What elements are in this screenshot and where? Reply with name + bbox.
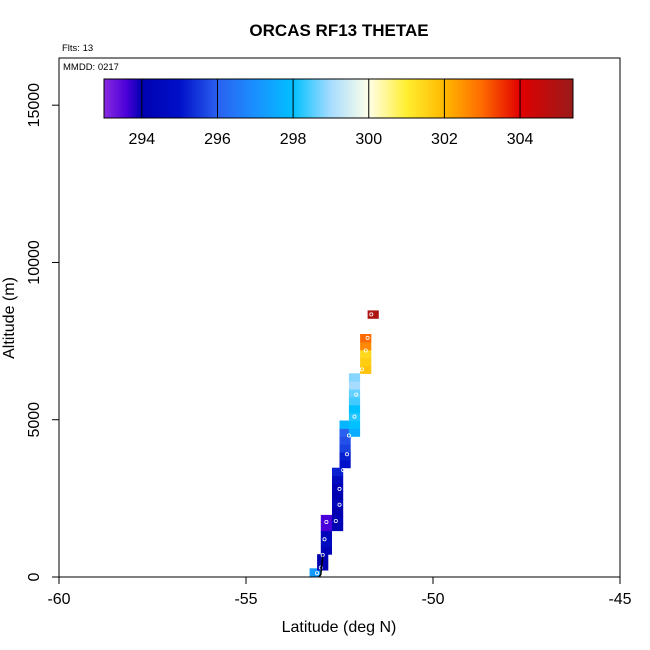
- data-cell: [339, 436, 351, 445]
- y-tick-label: 15000: [26, 83, 43, 128]
- data-cell: [348, 396, 361, 406]
- data-cell: [348, 381, 361, 390]
- data-cell: [348, 428, 361, 437]
- data-cell: [332, 491, 344, 500]
- x-tick-label: -45: [608, 591, 631, 608]
- date-annotation: MMDD: 0217: [63, 62, 119, 73]
- data-cells: [309, 310, 379, 577]
- data-cell: [332, 507, 344, 516]
- data-cell: [339, 459, 351, 469]
- track-point: [369, 312, 374, 317]
- track-point: [337, 486, 342, 491]
- data-cell: [332, 499, 344, 508]
- x-tick-label: -50: [421, 591, 444, 608]
- flights-annotation: Flts: 13: [62, 43, 93, 54]
- colorbar-tick-label: 296: [204, 131, 231, 148]
- y-tick-label: 5000: [26, 402, 43, 438]
- colorbar-tick-label: 300: [355, 131, 382, 148]
- colorbar-gradient: [103, 78, 574, 119]
- data-cell: [348, 389, 361, 398]
- chart-title: ORCAS RF13 THETAE: [249, 21, 428, 40]
- x-axis: -60 -55 -50 -45: [47, 577, 632, 608]
- data-cell: [360, 365, 372, 374]
- data-cell: [320, 538, 332, 547]
- data-cell: [348, 412, 361, 422]
- data-cell: [309, 568, 321, 577]
- flight-track: [315, 312, 374, 578]
- plot-frame: [58, 57, 621, 578]
- data-cell: [339, 428, 351, 437]
- data-cell: [360, 341, 372, 351]
- data-cell: [332, 514, 344, 524]
- colorbar-tick-label: 294: [128, 131, 155, 148]
- track-point: [365, 335, 370, 340]
- x-tick-label: -55: [234, 591, 257, 608]
- data-cell: [332, 467, 344, 477]
- track-point: [324, 520, 329, 525]
- data-cell: [332, 483, 344, 492]
- track-point: [346, 433, 351, 438]
- track-point: [315, 571, 320, 576]
- data-cell: [339, 444, 351, 453]
- track-point: [333, 519, 338, 524]
- data-cell: [320, 546, 332, 555]
- data-cell: [320, 522, 332, 532]
- data-cell: [360, 357, 372, 366]
- y-tick-label: 10000: [26, 240, 43, 285]
- y-axis: 0 5000 10000 15000: [26, 83, 59, 581]
- track-point: [337, 502, 342, 507]
- track-point: [363, 348, 368, 353]
- colorbar: 294 296 298 300 302 304: [103, 78, 574, 148]
- data-cell: [348, 404, 361, 414]
- colorbar-tick-label: 302: [431, 131, 458, 148]
- x-tick-label: -60: [47, 591, 70, 608]
- data-cell: [317, 562, 329, 571]
- track-point: [344, 452, 349, 457]
- data-cell: [332, 522, 344, 532]
- data-cell: [339, 420, 351, 429]
- data-cell: [348, 373, 361, 382]
- y-tick-label: 0: [26, 572, 43, 581]
- data-cell: [320, 514, 332, 524]
- track-point: [341, 468, 346, 473]
- colorbar-tick-label: 304: [507, 131, 534, 148]
- track-point: [359, 367, 364, 372]
- data-cell: [360, 349, 372, 359]
- data-cell: [332, 475, 344, 484]
- data-cell: [348, 420, 361, 429]
- data-cell: [320, 530, 332, 539]
- track-point: [354, 392, 359, 397]
- y-axis-label: Altitude (m): [1, 277, 18, 359]
- data-cell: [339, 452, 351, 461]
- x-axis-label: Latitude (deg N): [282, 619, 397, 636]
- track-point: [322, 537, 327, 542]
- track-descent-line: [318, 556, 324, 578]
- colorbar-tick-label: 298: [280, 131, 307, 148]
- track-point: [352, 414, 357, 419]
